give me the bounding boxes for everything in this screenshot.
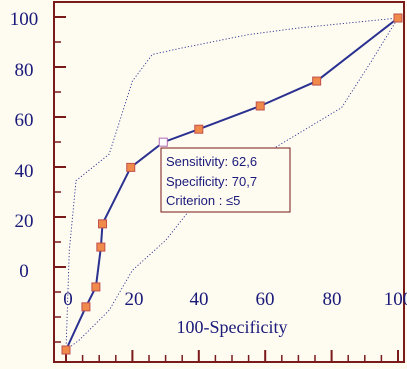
roc-point (96, 242, 106, 252)
x-tick-label: 60 (256, 289, 275, 310)
x-axis-ticks (65, 350, 399, 362)
y-tick-labels: 0 20 40 60 80 100 (10, 9, 39, 282)
roc-points (61, 13, 403, 355)
y-tick-label: 60 (15, 110, 34, 131)
y-tick-label: 100 (10, 9, 39, 30)
tooltip-criterion: Criterion : ≤5 (166, 193, 240, 208)
roc-point (91, 282, 101, 292)
criterion-tooltip: Sensitivity: 62,6 Specificity: 70,7 Crit… (160, 147, 291, 213)
x-tick-label: 0 (63, 289, 73, 310)
roc-point-criterion (158, 137, 168, 147)
roc-point (81, 302, 91, 312)
roc-point (312, 76, 322, 86)
tooltip-sensitivity: Sensitivity: 62,6 (166, 154, 257, 169)
x-axis-title: 100-Specificity (177, 317, 288, 337)
tooltip-box (160, 147, 291, 213)
y-tick-label: 80 (15, 60, 34, 81)
x-tick-labels: 0 20 40 60 80 100 (63, 289, 407, 310)
x-tick-label: 80 (323, 289, 342, 310)
tooltip-specificity: Specificity: 70,7 (166, 174, 257, 189)
y-tick-label: 20 (15, 211, 34, 232)
plot-frame (53, 1, 405, 363)
x-tick-label: 100 (384, 289, 407, 310)
y-tick-label: 0 (19, 261, 29, 282)
y-tick-label: 40 (15, 161, 34, 182)
ci-line-ci-upper (65, 17, 399, 351)
roc-point (98, 219, 108, 229)
roc-point (126, 162, 136, 172)
y-axis-ticks (54, 16, 66, 343)
roc-point (255, 101, 265, 111)
roc-point (393, 13, 403, 23)
x-tick-label: 20 (125, 289, 144, 310)
roc-point (61, 345, 71, 355)
x-tick-label: 40 (190, 289, 209, 310)
roc-point (194, 124, 204, 134)
